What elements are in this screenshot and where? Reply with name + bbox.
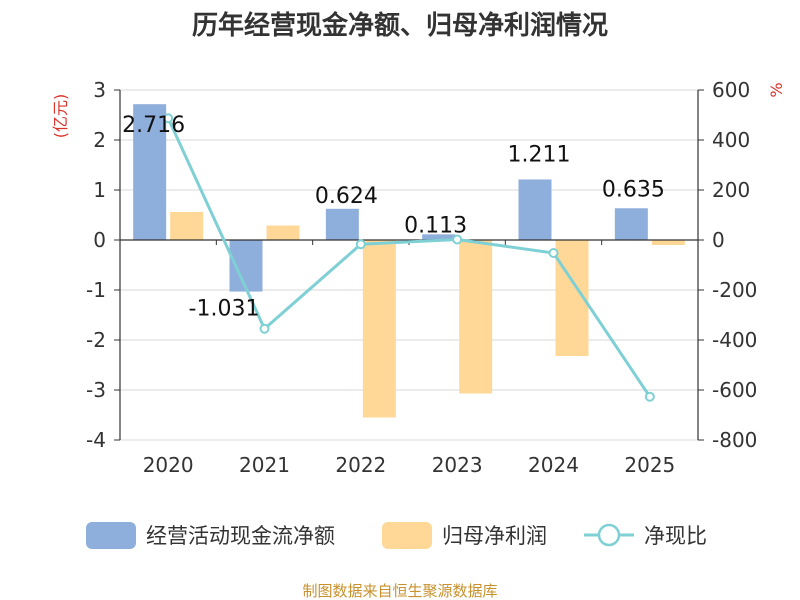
right-tick-label: -200 [712,278,757,302]
chart-title: 历年经营现金净额、归母净利润情况 [192,10,608,41]
net-profit-bar [459,240,493,394]
category-label: 2022 [335,453,386,477]
right-tick-label: 0 [712,228,725,252]
left-tick-label: 3 [93,78,106,102]
cash-flow-bar [614,208,648,240]
bars [133,104,685,418]
cash-flow-bar [133,104,167,240]
cash-flow-value-label: 1.211 [508,142,571,167]
legend-marker-ratio [597,523,621,547]
data-labels: 2.716 -1.031 0.624 0.113 1.211 0.635 [122,113,665,321]
ratio-point [548,248,559,258]
source-note: 制图数据来自恒生聚源数据库 [302,582,497,600]
category-label: 2020 [143,453,194,477]
left-tick-label: 1 [93,178,106,202]
right-axis-ticks: 600 400 200 0 -200 -400 -600 -800 [712,78,757,452]
right-axis-unit: % [767,82,786,97]
left-tick-label: -2 [86,328,106,352]
category-label: 2023 [432,453,483,477]
ratio-point [644,391,655,402]
left-tick-label: 0 [93,228,106,252]
category-label: 2025 [624,453,675,477]
right-tick-label: 200 [712,178,750,202]
ratio-line-path [166,117,652,398]
legend: 经营活动现金流净额 归母净利润 净现比 [86,522,707,549]
left-axis-ticks: 3 2 1 0 -1 -2 -3 -4 [86,78,106,452]
right-tick-label: -800 [712,428,757,452]
cash-flow-value-label: 0.624 [315,184,378,209]
cash-flow-bar [325,208,359,240]
right-tick-label: -400 [712,328,757,352]
left-tick-label: -1 [86,278,106,302]
cash-flow-value-label: 0.635 [602,177,665,202]
left-tick-label: -3 [86,378,106,402]
right-tick-label: -600 [712,378,757,402]
legend-swatch-cash-flow [86,522,136,549]
axes [119,90,699,440]
cash-flow-bar [422,234,456,240]
ratio-point [355,239,366,250]
category-label: 2021 [239,453,290,477]
right-tick-label: 600 [712,78,750,102]
grid-lines [114,89,704,441]
x-axis-ticks: 2020 2021 2022 2023 2024 2025 [143,453,676,477]
net-profit-bar [362,240,396,418]
ratio-line [163,113,655,402]
category-label: 2024 [528,453,579,477]
ratio-point [452,234,463,245]
net-profit-bar [651,240,685,245]
cash-flow-value-label: 2.716 [122,113,185,138]
legend-label-ratio: 净现比 [644,524,707,548]
left-tick-label: 2 [93,128,106,152]
left-tick-label: -4 [86,428,106,452]
cash-flow-value-label: 0.113 [404,213,467,238]
right-tick-label: 400 [712,128,750,152]
ratio-point [259,323,270,334]
cash-flow-bar [518,179,552,240]
left-axis-unit: (亿元) [51,94,70,139]
ratio-point [163,113,174,124]
net-profit-bar [170,212,204,240]
net-profit-bar [266,225,300,240]
cash-flow-value-label: -1.031 [189,297,260,322]
legend-swatch-net-profit [382,522,432,549]
legend-label-net-profit: 归母净利润 [442,524,547,548]
legend-label-cash-flow: 经营活动现金流净额 [146,524,335,548]
